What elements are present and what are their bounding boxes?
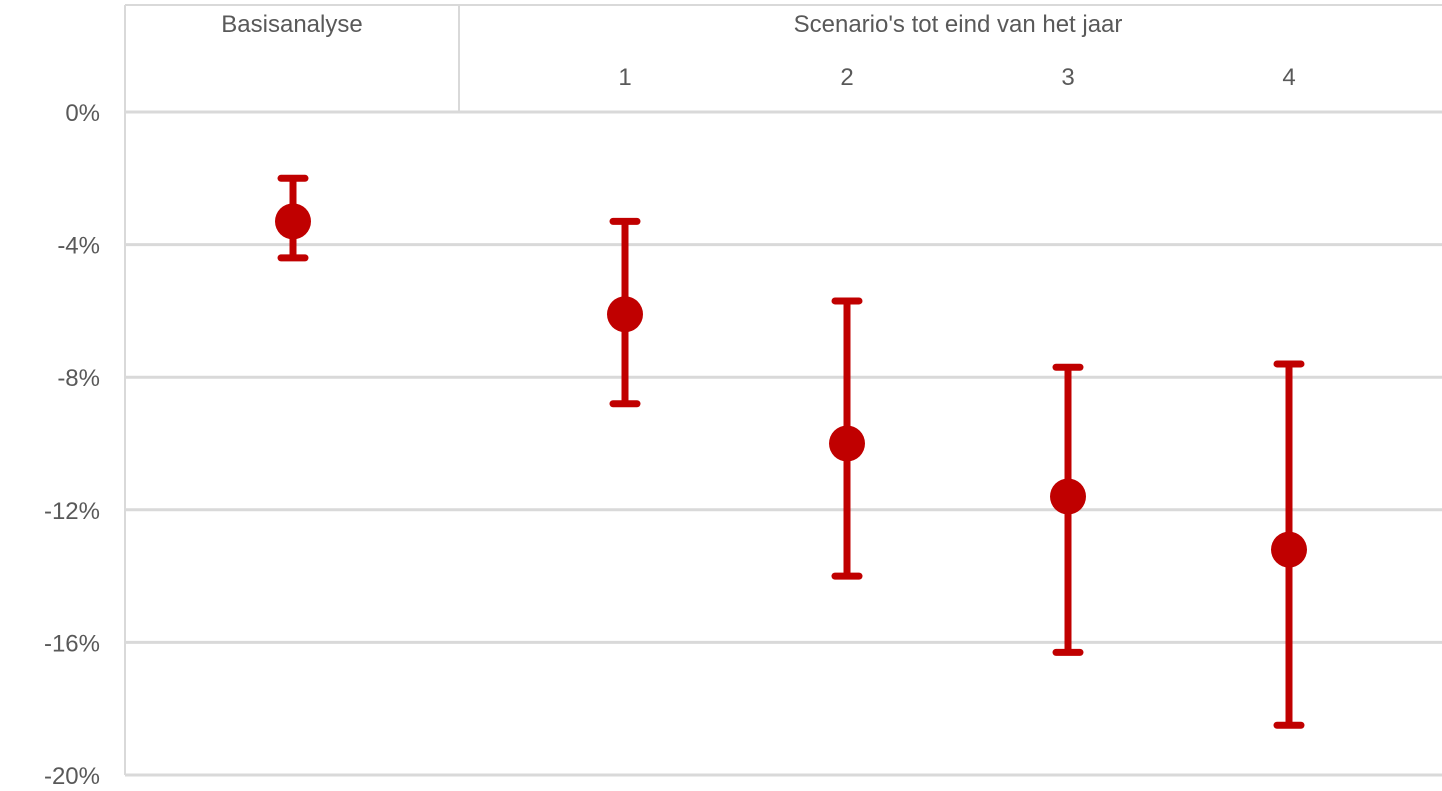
category-label: 4 bbox=[1282, 64, 1295, 91]
group-label: Basisanalyse bbox=[221, 11, 362, 38]
category-label: 3 bbox=[1061, 64, 1074, 91]
data-point bbox=[829, 425, 865, 462]
data-point bbox=[275, 203, 311, 240]
data-point bbox=[1271, 531, 1307, 568]
y-tick-label: 0% bbox=[65, 100, 100, 127]
y-tick-label: -12% bbox=[44, 498, 100, 525]
data-point bbox=[1050, 478, 1086, 515]
data-point bbox=[607, 296, 643, 333]
y-tick-label: -16% bbox=[44, 630, 100, 657]
y-tick-label: -8% bbox=[57, 365, 100, 392]
y-tick-label: -20% bbox=[44, 763, 100, 786]
category-label: 2 bbox=[840, 64, 853, 91]
category-label: 1 bbox=[618, 64, 631, 91]
y-tick-label: -4% bbox=[57, 233, 100, 260]
group-label: Scenario's tot eind van het jaar bbox=[794, 11, 1123, 38]
